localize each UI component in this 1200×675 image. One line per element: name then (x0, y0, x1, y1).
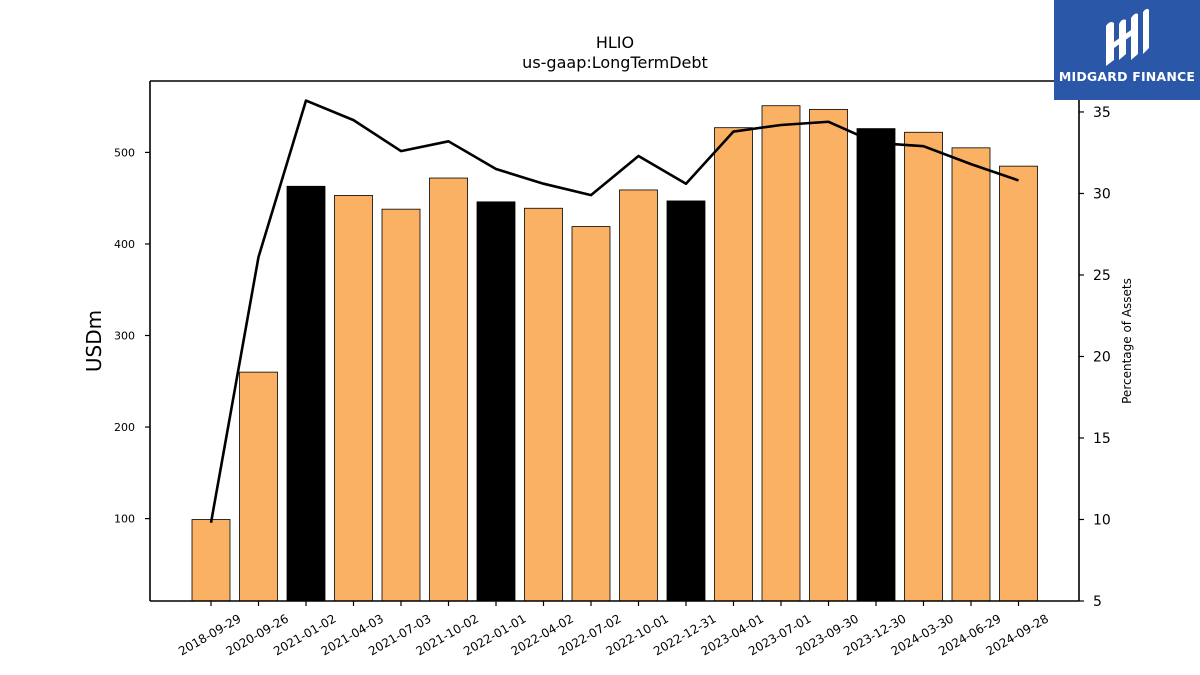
bar (239, 371, 278, 602)
y2-tick-label: 35 (1093, 105, 1111, 121)
y2-tick-label: 15 (1093, 431, 1111, 447)
brand-name: MIDGARD FINANCE (1058, 69, 1196, 84)
line-layer (209, 99, 1019, 523)
bar (761, 105, 801, 602)
bar (619, 189, 658, 602)
bar (429, 177, 468, 602)
bar (951, 147, 991, 602)
y-tick-label: 500 (114, 146, 135, 159)
y2-axis-label: Percentage of Assets (1120, 278, 1134, 404)
chart-title: HLIO (596, 33, 634, 52)
bar (476, 201, 516, 602)
brand-logo: MIDGARD FINANCE (1054, 0, 1200, 100)
y2-tick-label: 30 (1093, 186, 1111, 202)
y-tick-label: 200 (114, 421, 135, 434)
y2-tick-label: 5 (1093, 594, 1102, 610)
bar (334, 195, 373, 602)
bar (191, 519, 231, 602)
chart-subtitle: us-gaap:LongTermDebt (522, 53, 708, 72)
y2-tick-label: 20 (1093, 349, 1111, 365)
bar (571, 226, 611, 602)
bar (714, 127, 753, 602)
y-tick-label: 400 (114, 238, 135, 251)
y-axis-label: USDm (82, 310, 106, 372)
bar (809, 108, 848, 602)
bar (381, 208, 421, 602)
bar (904, 131, 943, 602)
logo-mark-icon (1106, 8, 1149, 66)
bars-layer (191, 105, 1038, 602)
y-tick-label: 100 (114, 513, 135, 526)
percentage-line (209, 99, 1019, 523)
bar (856, 128, 896, 602)
bar (286, 185, 326, 602)
y2-tick-label: 25 (1093, 268, 1111, 284)
y-tick-label: 300 (114, 330, 135, 343)
y2-tick-label: 10 (1093, 512, 1111, 528)
bar (999, 165, 1038, 602)
bar (666, 200, 706, 602)
bar (524, 207, 563, 602)
